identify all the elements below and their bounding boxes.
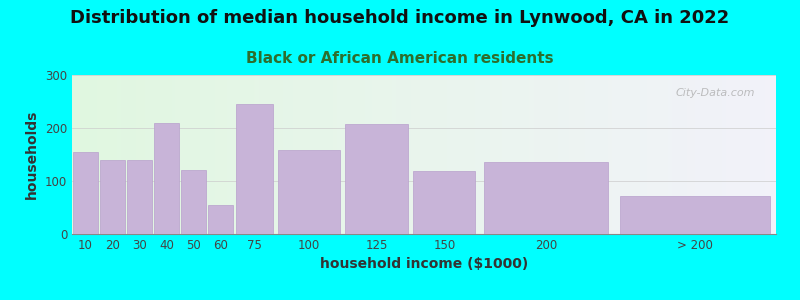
Bar bbox=[154, 123, 179, 234]
Text: City-Data.com: City-Data.com bbox=[675, 88, 755, 98]
Text: Black or African American residents: Black or African American residents bbox=[246, 51, 554, 66]
Bar bbox=[346, 124, 408, 234]
Bar bbox=[413, 172, 475, 234]
Bar bbox=[620, 196, 770, 234]
Bar bbox=[236, 104, 274, 234]
Bar bbox=[127, 160, 152, 234]
Bar bbox=[100, 160, 125, 234]
Y-axis label: households: households bbox=[26, 110, 39, 199]
X-axis label: household income ($1000): household income ($1000) bbox=[320, 257, 528, 272]
Bar bbox=[278, 150, 340, 234]
Bar bbox=[209, 205, 234, 234]
Text: Distribution of median household income in Lynwood, CA in 2022: Distribution of median household income … bbox=[70, 9, 730, 27]
Bar bbox=[73, 152, 98, 234]
Bar bbox=[483, 163, 608, 234]
Bar bbox=[182, 170, 206, 234]
